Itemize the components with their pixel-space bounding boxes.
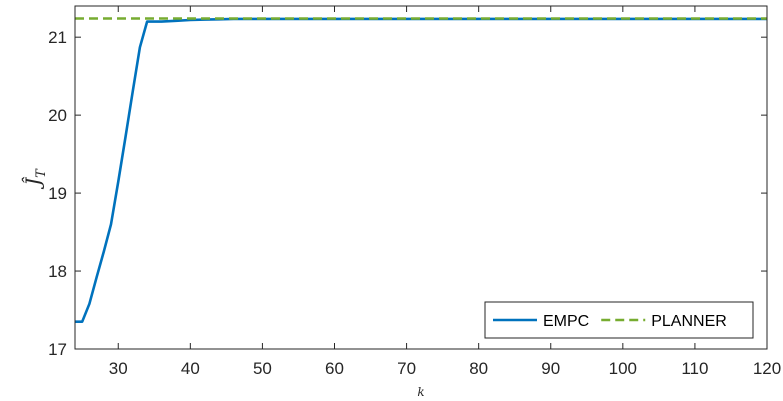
y-tick-label: 18 xyxy=(48,262,67,281)
x-tick-label: 40 xyxy=(181,359,200,378)
x-tick-label: 80 xyxy=(469,359,488,378)
x-tick-label: 90 xyxy=(541,359,560,378)
legend: EMPC PLANNER xyxy=(484,301,754,339)
y-axis-label: ĴT xyxy=(20,168,49,190)
y-tick-label: 21 xyxy=(48,28,67,47)
x-tick-label: 50 xyxy=(253,359,272,378)
y-tick-label: 17 xyxy=(48,340,67,359)
tick-labels: 30 40 50 60 70 80 90 100 110 120 17 18 19 20 21 k ĴT xyxy=(20,28,781,399)
y-tick-label: 20 xyxy=(48,106,67,125)
y-tick-label: 19 xyxy=(48,184,67,203)
x-tick-label: 120 xyxy=(753,359,781,378)
x-tick-label: 110 xyxy=(681,359,708,378)
y-axis-label-subscript: T xyxy=(34,168,49,178)
x-tick-label: 60 xyxy=(325,359,344,378)
x-tick-label: 30 xyxy=(109,359,128,378)
axes xyxy=(74,5,768,350)
x-tick-label: 70 xyxy=(397,359,416,378)
legend-label-empc: EMPC xyxy=(543,313,589,330)
x-axis-label: k xyxy=(417,385,424,399)
plot-area xyxy=(75,17,767,324)
y-axis-label-text: ĴT xyxy=(20,168,49,190)
axes-box xyxy=(74,5,768,350)
series-line-empc xyxy=(75,17,767,324)
legend-label-planner: PLANNER xyxy=(651,313,727,330)
x-tick-label: 100 xyxy=(609,359,637,378)
